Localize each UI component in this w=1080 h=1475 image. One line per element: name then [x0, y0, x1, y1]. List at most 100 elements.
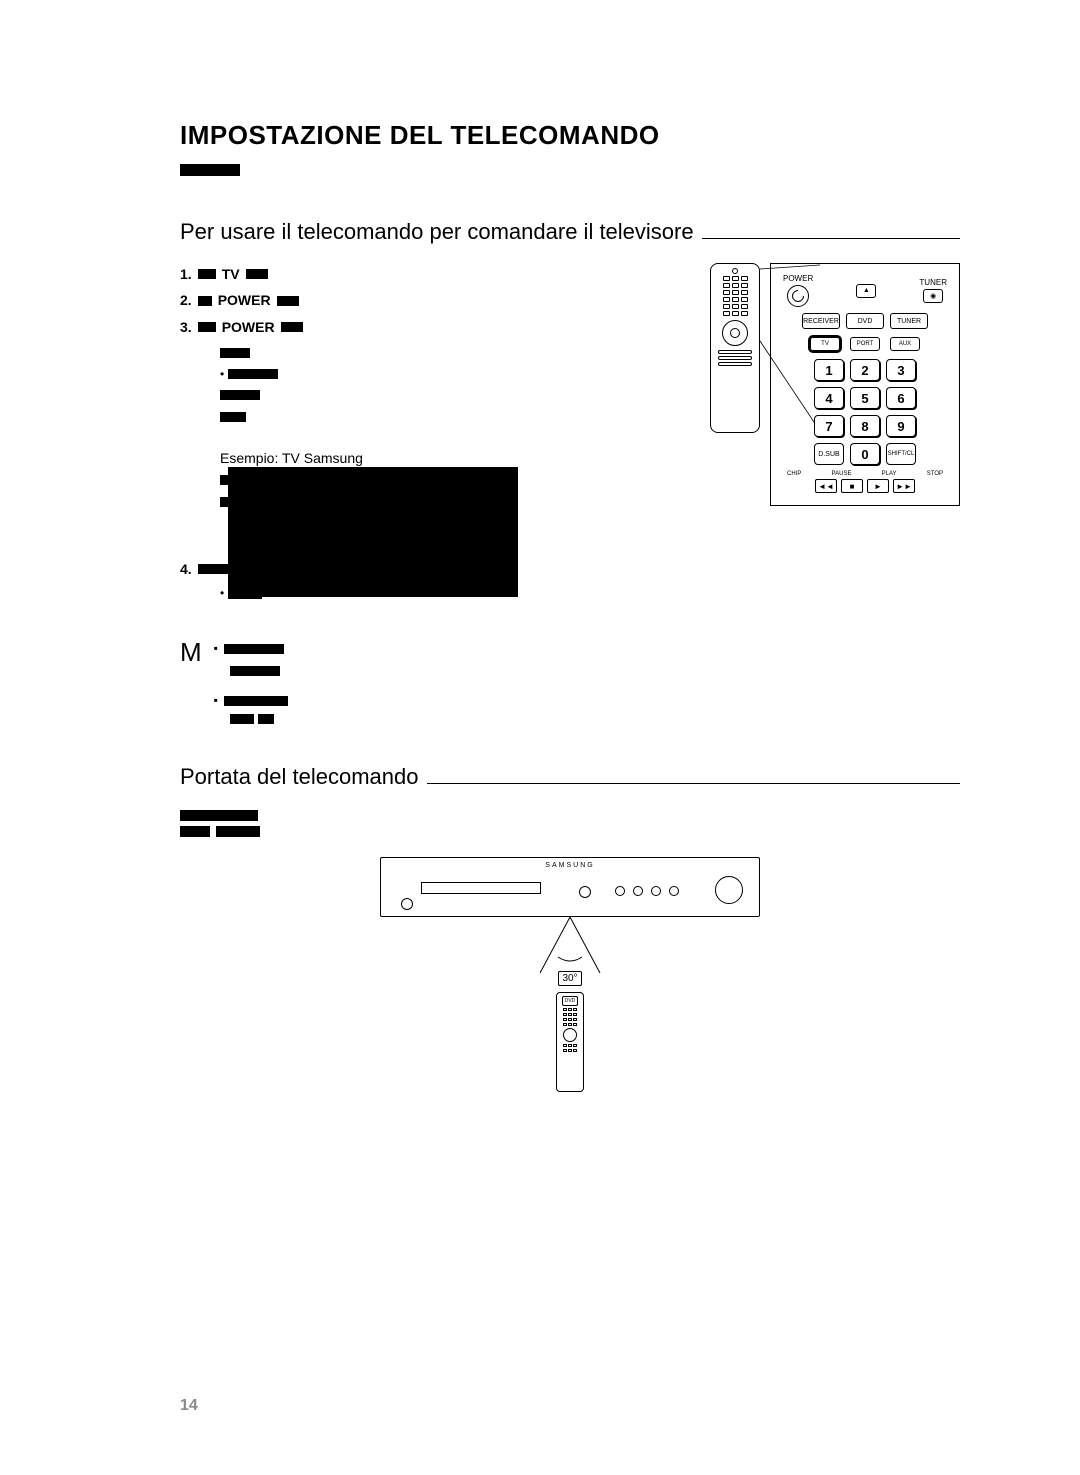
knob-icon	[401, 898, 413, 910]
mode-tuner-button: TUNER	[890, 313, 928, 329]
example-text: Esempio: TV Samsung	[220, 447, 600, 469]
step-number: 4.	[180, 558, 192, 580]
play-indicator-icon	[579, 886, 591, 898]
redaction-block	[228, 467, 518, 597]
note-block: M ▪ ▪	[180, 639, 600, 724]
numpad-button: 3	[886, 359, 916, 381]
numpad-button: 4	[814, 387, 844, 409]
range-block: SAMSUNG 30° DVD	[180, 808, 960, 1092]
step-2: 2. POWER	[180, 289, 600, 311]
subsection-b-heading-row: Portata del telecomando	[180, 764, 960, 790]
numpad-button: 0	[850, 443, 880, 465]
redaction-bar	[198, 296, 212, 306]
instruction-columns: 1. TV 2. POWER 3. POWER •	[180, 263, 960, 724]
stop-button-icon: ■	[841, 479, 863, 493]
numpad-button: 6	[886, 387, 916, 409]
redaction-bar	[180, 164, 240, 176]
tuner-label: TUNER	[919, 278, 947, 287]
volume-knob-icon	[715, 876, 743, 904]
step-3: 3. POWER	[180, 316, 600, 338]
heading-rule	[702, 238, 960, 239]
redaction-bar	[220, 412, 246, 422]
redaction-bar	[228, 369, 278, 379]
note-icon: M	[180, 639, 202, 724]
manual-page: IMPOSTAZIONE DEL TELECOMANDO Per usare i…	[0, 0, 1080, 1475]
dsub-button: D.SUB	[814, 443, 844, 465]
remote-outline-icon	[710, 263, 760, 433]
redaction-bar	[216, 826, 260, 837]
redaction-bar	[198, 564, 232, 574]
bullet-indicator: •	[220, 584, 224, 603]
dvd-player-icon: SAMSUNG	[380, 857, 760, 917]
remote-illustration: POWER ▲ TUNER ◉ RECEIVER DVD TUNER TV	[640, 263, 960, 724]
redaction-bar	[220, 348, 250, 358]
redaction-bar	[198, 269, 216, 279]
remote-zoom-panel: POWER ▲ TUNER ◉ RECEIVER DVD TUNER TV	[770, 263, 960, 506]
numpad: 1 2 3 4 5 6 7 8 9	[779, 359, 951, 437]
note-body: ▪ ▪	[214, 639, 288, 724]
source-tv-button: TV	[810, 337, 840, 351]
transport-controls: ◄◄ ■ ► ►►	[779, 479, 951, 493]
shift-button: SHIFT/CL	[886, 443, 916, 465]
remote-tiny-label: DVD	[562, 996, 578, 1006]
device-illustration: SAMSUNG 30° DVD	[380, 857, 760, 1092]
transport-label: PLAY	[882, 471, 897, 477]
mode-receiver-button: RECEIVER	[802, 313, 840, 329]
step-label: POWER	[218, 289, 271, 311]
step-label: TV	[222, 263, 240, 285]
step-1: 1. TV	[180, 263, 600, 285]
step-number: 3.	[180, 316, 192, 338]
redaction-bar	[180, 826, 210, 837]
numpad-button: 1	[814, 359, 844, 381]
subsection-a-heading-row: Per usare il telecomando per comandare i…	[180, 219, 960, 245]
source-port-button: PORT	[850, 337, 880, 351]
front-buttons	[615, 886, 679, 896]
select-button-icon: ▲	[856, 284, 876, 298]
redaction-bar	[230, 714, 254, 724]
range-text	[180, 808, 960, 837]
bullet-indicator: •	[220, 365, 224, 384]
disc-tray-icon	[421, 882, 541, 894]
numpad-button: 7	[814, 415, 844, 437]
numpad-button: 2	[850, 359, 880, 381]
forward-button-icon: ►►	[893, 479, 915, 493]
brand-label: SAMSUNG	[545, 862, 594, 869]
step-number: 1.	[180, 263, 192, 285]
heading-rule	[427, 783, 961, 784]
redaction-bar	[224, 696, 288, 706]
subsection-a-title: Per usare il telecomando per comandare i…	[180, 219, 702, 245]
redaction-bar	[230, 666, 280, 676]
step-3-body: •	[220, 342, 600, 428]
tuner-button-icon: ◉	[923, 289, 943, 303]
rewind-button-icon: ◄◄	[815, 479, 837, 493]
redaction-bar	[246, 269, 268, 279]
source-aux-button: AUX	[890, 337, 920, 351]
numpad-button: 8	[850, 415, 880, 437]
power-button-icon	[787, 285, 809, 307]
note-bullet: ▪	[214, 639, 218, 658]
redaction-bar	[224, 644, 284, 654]
note-bullet: ▪	[214, 691, 218, 710]
redaction-bar	[198, 322, 216, 332]
redaction-bar	[180, 810, 258, 821]
subsection-b-title: Portata del telecomando	[180, 764, 427, 790]
numpad-button: 5	[850, 387, 880, 409]
redaction-bar	[258, 714, 274, 724]
numpad-button: 9	[886, 415, 916, 437]
angle-lines-icon	[520, 917, 620, 973]
page-number: 14	[180, 1397, 198, 1415]
redaction-bar	[281, 322, 303, 332]
numpad-bottom-row: D.SUB 0 SHIFT/CL	[779, 443, 951, 465]
step-label: POWER	[222, 316, 275, 338]
remote-tiny-icon: DVD	[556, 992, 584, 1092]
redaction-bar	[220, 390, 260, 400]
instruction-text: 1. TV 2. POWER 3. POWER •	[180, 263, 600, 724]
redaction-bar	[277, 296, 299, 306]
step-number: 2.	[180, 289, 192, 311]
section-title: IMPOSTAZIONE DEL TELECOMANDO	[180, 120, 960, 151]
transport-label: STOP	[927, 471, 943, 477]
power-label: POWER	[783, 274, 813, 283]
play-button-icon: ►	[867, 479, 889, 493]
transport-label: PAUSE	[832, 471, 852, 477]
transport-label: CHIP	[787, 471, 801, 477]
